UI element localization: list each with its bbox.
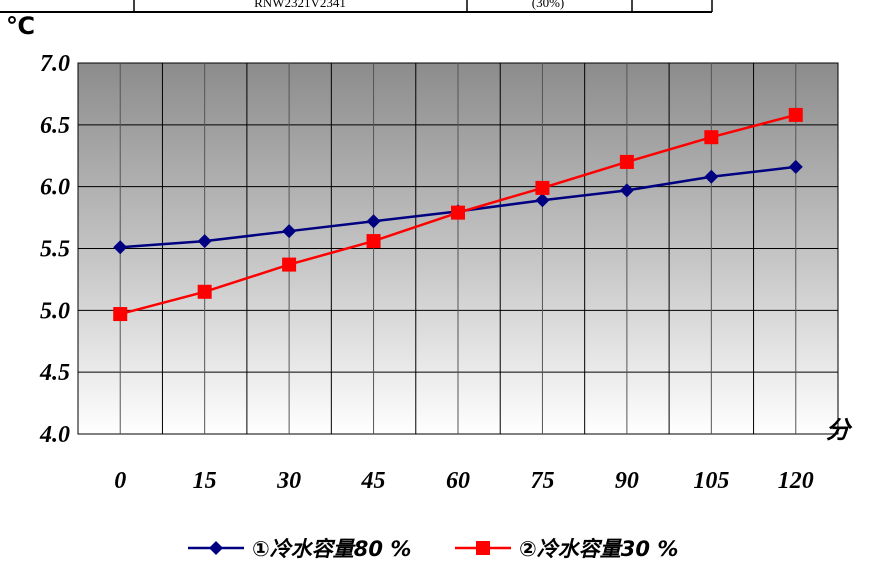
data-point [535,180,550,195]
x-axis-unit: 分 [826,416,853,444]
data-point [788,159,803,174]
data-point [113,307,128,322]
x-tick-label: 0 [114,468,126,494]
x-axis-ticks: 0 15 30 45 60 75 90 105 120 [114,468,814,494]
data-point [197,234,212,249]
x-tick-label: 90 [615,468,639,494]
data-point [619,154,634,169]
x-tick-label: 30 [276,468,301,494]
legend-marker [476,541,490,555]
data-point [451,205,465,220]
data-point [366,234,381,249]
data-point [788,107,803,122]
data-point [535,193,550,208]
series-layer [113,107,803,322]
data-point [197,284,212,299]
x-tick-label: 15 [193,468,217,494]
y-tick-label: 7.0 [40,51,70,77]
legend-label: ①冷水容量80 % [252,537,411,561]
header-cell-percent: (30%) [532,0,565,10]
header-cell-code: RNW2321V2341 [254,0,346,10]
data-point [704,130,719,145]
series-2 [113,107,803,322]
y-tick-label: 4.5 [39,360,70,386]
y-tick-label: 5.5 [40,237,70,263]
data-point [366,214,381,229]
y-tick-label: 5.0 [40,298,70,324]
y-axis-unit: ℃ [6,12,35,40]
legend-item-2: ②冷水容量30 % [455,537,678,561]
legend-label: ②冷水容量30 % [519,537,678,561]
x-tick-label: 120 [778,468,814,494]
data-point [619,183,634,198]
y-tick-label: 6.0 [40,175,70,201]
x-tick-label: 105 [693,468,729,494]
legend-item-1: ①冷水容量80 % [188,537,411,561]
y-tick-label: 4.0 [39,422,70,448]
legend: ①冷水容量80 % ②冷水容量30 % [188,537,678,561]
x-tick-label: 60 [446,468,470,494]
legend-marker [209,541,223,555]
x-tick-label: 45 [361,468,386,494]
y-tick-label: 6.5 [40,113,70,139]
data-point [704,169,719,184]
x-tick-label: 75 [530,468,554,494]
header-table-fragment: RNW2321V2341 (30%) [0,0,713,13]
data-point [113,240,128,255]
y-axis-ticks: 7.0 6.5 6.0 5.5 5.0 4.5 4.0 [39,51,70,448]
data-point [282,224,297,239]
data-point [282,257,297,272]
